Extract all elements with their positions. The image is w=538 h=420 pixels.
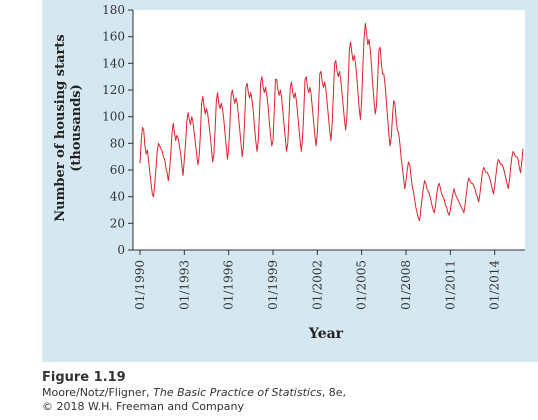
- y-tick-label: 100: [102, 110, 125, 124]
- caption-citation: Moore/Notz/Fligner, The Basic Practice o…: [42, 386, 532, 400]
- y-tick-label: 120: [102, 83, 125, 97]
- x-tick-label: 01/1996: [222, 260, 236, 310]
- x-tick-label: 01/1990: [133, 260, 147, 310]
- y-tick-label: 40: [110, 190, 125, 204]
- y-axis-ticks: 0 20 40 60 80 100 120 140 160 180: [102, 3, 133, 257]
- y-tick-label: 20: [110, 216, 125, 230]
- caption-authors: Moore/Notz/Fligner,: [42, 386, 154, 399]
- figure-panel: 0 20 40 60 80 100 120 140 160 180 01/1990 01/1993 0…: [42, 0, 538, 362]
- y-tick-label: 80: [110, 136, 125, 150]
- y-axis-label-line-1: Number of housing starts: [53, 34, 68, 221]
- x-tick-label: 01/2011: [443, 260, 457, 310]
- x-tick-label: 01/1999: [266, 260, 280, 310]
- y-tick-label: 60: [110, 163, 125, 177]
- x-tick-label: 01/1993: [177, 260, 191, 310]
- x-tick-label: 01/2005: [355, 260, 369, 310]
- caption-copyright: © 2018 W.H. Freeman and Company: [42, 400, 244, 413]
- caption-book-title: The Basic Practice of Statistics: [153, 386, 322, 399]
- x-axis-ticks: 01/1990 01/1993 01/1996 01/1999 01/2002 01/20…: [133, 250, 502, 310]
- y-tick-label: 140: [102, 56, 125, 70]
- x-tick-label: 01/2002: [310, 260, 324, 310]
- caption-title: Figure 1.19: [42, 370, 126, 385]
- y-tick-label: 0: [117, 243, 125, 257]
- y-axis-label-line-2: (thousands): [69, 84, 84, 171]
- caption-edition: , 8e,: [321, 386, 346, 399]
- y-tick-label: 160: [102, 30, 125, 44]
- x-axis-label: Year: [308, 326, 344, 342]
- x-tick-label: 01/2014: [488, 260, 502, 310]
- y-tick-label: 180: [102, 3, 125, 17]
- housing-starts-line: [139, 22, 524, 222]
- plot-area: [133, 10, 525, 250]
- figure-caption: Figure 1.19 Moore/Notz/Fligner, The Basi…: [42, 370, 532, 414]
- x-tick-label: 01/2008: [399, 260, 413, 310]
